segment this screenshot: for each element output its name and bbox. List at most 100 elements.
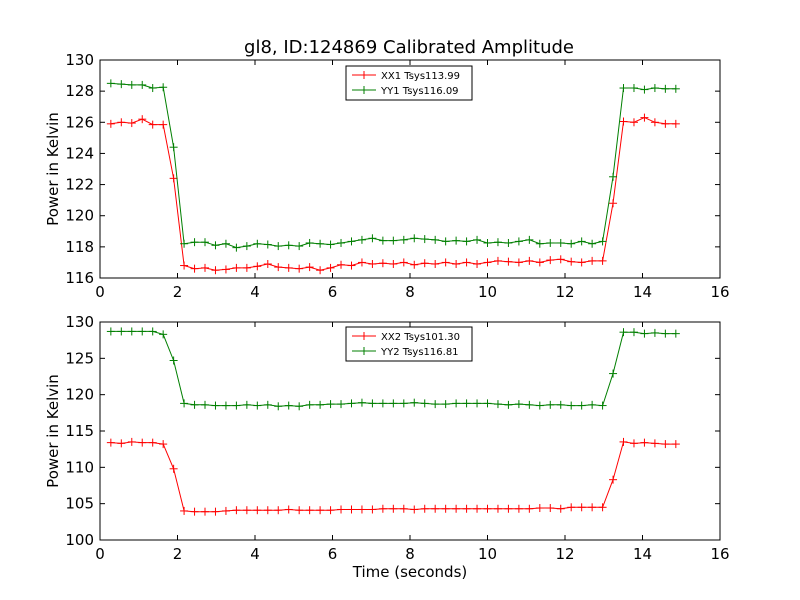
data-point (473, 235, 482, 244)
x-tick: 14 (633, 322, 652, 563)
y-tick-label: 124 (65, 144, 94, 162)
data-point (326, 263, 335, 272)
data-point (661, 440, 670, 449)
data-point (357, 258, 366, 267)
data-point (159, 83, 168, 92)
data-point (483, 238, 492, 247)
data-point (473, 259, 482, 268)
x-tick: 8 (405, 322, 415, 563)
data-point (661, 119, 670, 128)
data-point (159, 120, 168, 129)
y-tick-label: 110 (65, 458, 94, 476)
data-point (117, 118, 126, 127)
data-point (389, 259, 398, 268)
data-point (295, 402, 304, 411)
data-point (452, 236, 461, 245)
data-point (221, 506, 230, 515)
data-point (190, 238, 199, 247)
data-point (284, 241, 293, 250)
data-point (661, 84, 670, 93)
data-point (441, 400, 450, 409)
data-point (357, 398, 366, 407)
legend-item: YY1 Tsys116.09 (352, 86, 459, 97)
legend-label: YY1 Tsys116.09 (380, 86, 459, 97)
data-point (389, 236, 398, 245)
data-point (473, 399, 482, 408)
x-tick-label: 2 (173, 283, 183, 301)
data-point (378, 399, 387, 408)
x-tick-label: 6 (328, 283, 338, 301)
data-point (420, 399, 429, 408)
data-point (640, 438, 649, 447)
x-tick-label: 14 (633, 283, 652, 301)
data-point (106, 438, 115, 447)
top-plot: 0 2 4 6 8 10 12 14 16 116 118 120 122 124 126 128 130 Pow… (44, 51, 730, 301)
data-point (619, 328, 628, 337)
data-point (127, 80, 136, 89)
data-point (535, 401, 544, 410)
data-point (598, 256, 607, 265)
data-point (567, 239, 576, 248)
data-point (577, 401, 586, 410)
data-point (253, 401, 262, 410)
data-point (368, 399, 377, 408)
data-point (493, 256, 502, 265)
data-point (232, 401, 241, 410)
data-point (274, 263, 283, 272)
data-point (274, 242, 283, 251)
data-point (640, 113, 649, 122)
data-point (650, 439, 659, 448)
y-tick-label: 128 (65, 82, 94, 100)
data-point (106, 327, 115, 336)
data-point (452, 259, 461, 268)
y-axis-label: Power in Kelvin (44, 112, 62, 226)
data-point (619, 84, 628, 93)
data-point (295, 506, 304, 515)
data-point (357, 505, 366, 514)
legend-label: XX2 Tsys101.30 (381, 332, 460, 343)
y-tick: 105 (65, 495, 720, 513)
x-tick-label: 16 (710, 545, 729, 563)
data-point (629, 328, 638, 337)
data-point (525, 504, 534, 513)
data-point (368, 259, 377, 268)
data-point (650, 84, 659, 93)
data-point (117, 80, 126, 89)
data-point (232, 506, 241, 515)
legend-label: YY2 Tsys116.81 (380, 347, 459, 358)
data-point (378, 504, 387, 513)
data-point (441, 504, 450, 513)
data-point (504, 504, 513, 513)
data-point (493, 238, 502, 247)
x-tick-label: 16 (710, 283, 729, 301)
legend: XX1 Tsys113.99 YY1 Tsys116.09 (345, 65, 473, 101)
data-point (138, 438, 147, 447)
data-point (640, 85, 649, 94)
data-point (588, 239, 597, 248)
data-point (106, 119, 115, 128)
data-point (671, 119, 680, 128)
x-tick: 2 (173, 60, 183, 301)
data-point (525, 235, 534, 244)
data-point (504, 238, 513, 247)
data-point (399, 399, 408, 408)
data-point (295, 242, 304, 251)
data-point (253, 239, 262, 248)
data-point (347, 399, 356, 408)
data-point (546, 238, 555, 247)
data-point (504, 257, 513, 266)
legend: XX2 Tsys101.30 YY2 Tsys116.81 (345, 326, 473, 362)
x-tick-label: 14 (633, 545, 652, 563)
data-point (190, 507, 199, 516)
x-tick-label: 12 (555, 283, 574, 301)
y-tick: 122 (65, 176, 720, 194)
y-tick: 130 (65, 51, 720, 69)
data-point (242, 263, 251, 272)
data-point (326, 506, 335, 515)
data-point (211, 507, 220, 516)
data-point (514, 237, 523, 246)
data-point (316, 400, 325, 409)
data-point (431, 259, 440, 268)
data-point (399, 258, 408, 267)
data-point (431, 504, 440, 513)
